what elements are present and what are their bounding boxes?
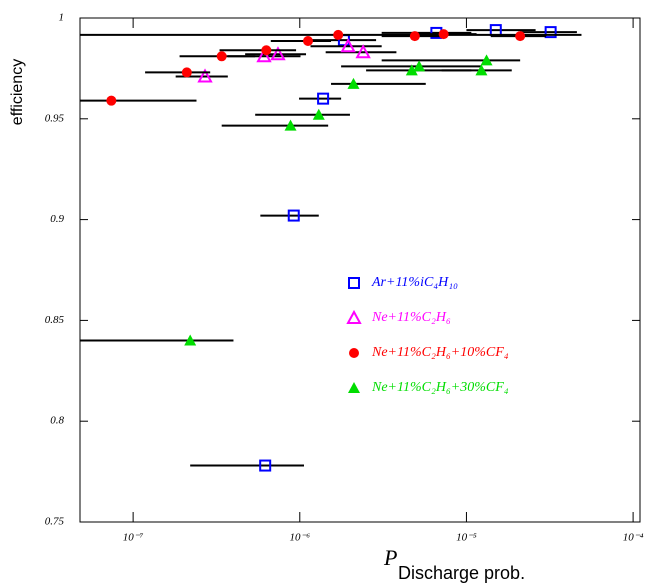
legend-label: Ne+11%C₂H₆ — [371, 310, 451, 325]
point — [284, 119, 297, 131]
plot-frame — [79, 17, 641, 523]
x-tick-label: 10⁻⁵ — [456, 532, 477, 544]
point — [544, 26, 557, 39]
point — [197, 68, 213, 83]
point — [340, 38, 356, 53]
legend-label: Ne+11%C₂H₆+10%CF₄ — [371, 345, 509, 360]
x-tick-label: 10⁻⁶ — [289, 532, 310, 544]
point — [256, 48, 272, 63]
legend-marker — [346, 309, 362, 324]
point — [270, 46, 286, 61]
point — [287, 209, 300, 222]
y-tick-label: 0.75 — [45, 516, 65, 528]
legend-marker — [348, 382, 360, 393]
point — [413, 60, 426, 72]
point — [184, 334, 197, 346]
point — [259, 459, 272, 472]
point — [347, 77, 360, 89]
y-tick-label: 0.9 — [50, 213, 64, 225]
point — [181, 67, 192, 78]
point — [355, 44, 371, 59]
legend-marker — [349, 348, 359, 358]
x-tick-label: 10⁻⁷ — [123, 532, 144, 544]
y-tick-label: 0.8 — [50, 415, 64, 427]
y-axis-label: efficiency — [9, 59, 26, 125]
point — [312, 108, 325, 120]
point — [333, 29, 344, 40]
point — [261, 45, 272, 56]
legend-label: Ne+11%C₂H₆+30%CF₄ — [371, 380, 509, 395]
x-axis-label: P — [383, 545, 397, 570]
point — [475, 64, 488, 76]
point — [302, 35, 313, 46]
legend-marker — [348, 277, 360, 289]
y-tick-label: 0.95 — [45, 112, 65, 124]
point — [106, 95, 117, 106]
point — [405, 64, 418, 76]
legend-label: Ar+11%iC₄H₁₀ — [371, 275, 458, 290]
point — [317, 92, 330, 105]
x-tick-label: 10⁻⁴ — [623, 532, 644, 544]
y-tick-label: 1 — [59, 12, 65, 24]
point — [409, 31, 420, 42]
y-tick-label: 0.85 — [45, 314, 65, 326]
point — [515, 31, 526, 42]
point — [480, 54, 493, 66]
x-axis-label-sub: Discharge prob. — [398, 563, 525, 583]
point — [216, 51, 227, 62]
point — [438, 29, 449, 40]
